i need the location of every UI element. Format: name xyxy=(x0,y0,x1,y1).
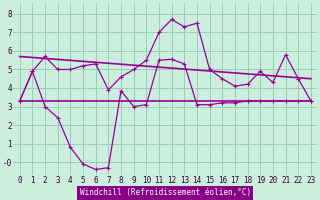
X-axis label: Windchill (Refroidissement éolien,°C): Windchill (Refroidissement éolien,°C) xyxy=(80,188,251,197)
